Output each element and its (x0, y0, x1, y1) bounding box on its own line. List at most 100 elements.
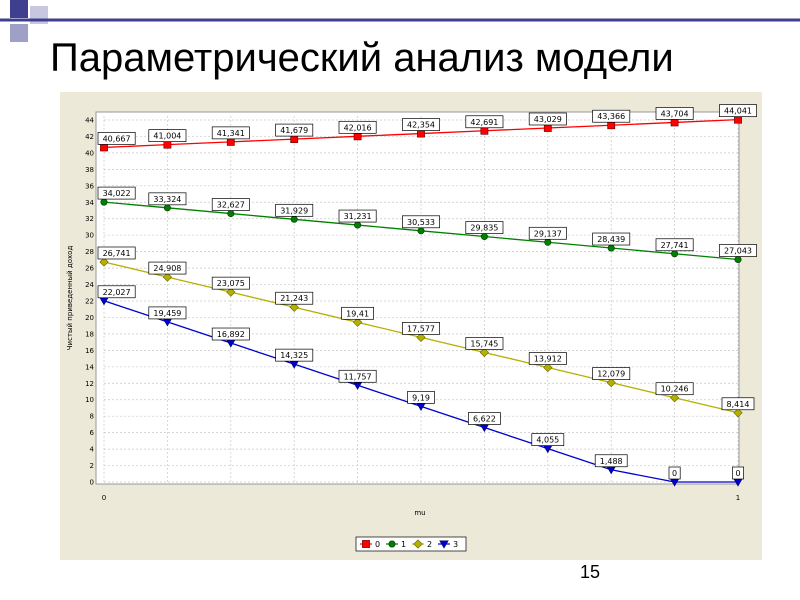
data-point (163, 140, 172, 149)
deco-square (10, 0, 28, 18)
data-point (606, 377, 616, 388)
data-point (353, 132, 362, 141)
data-label-box (211, 327, 250, 341)
data-label-box (338, 120, 377, 134)
legend-marker (362, 540, 370, 548)
legend-label: 2 (427, 540, 432, 549)
data-label-box (402, 118, 440, 131)
data-point (734, 256, 742, 264)
legend-marker (439, 540, 449, 549)
y-tick-label: 24 (85, 281, 94, 289)
data-label: 12,079 (597, 370, 625, 379)
slide-title: Параметрический анализ модели (50, 36, 674, 80)
data-label-box (341, 306, 374, 320)
data-point (226, 137, 235, 146)
data-label: 21,243 (280, 294, 308, 303)
data-label-box (592, 367, 631, 380)
data-label-box (275, 123, 314, 137)
y-axis-label: Чистый приведенный доход (66, 246, 74, 351)
data-label-box (655, 238, 694, 252)
data-point (480, 233, 488, 241)
data-label: 43,029 (534, 115, 562, 124)
y-tick-label: 28 (85, 248, 94, 256)
data-label: 41,679 (280, 126, 308, 135)
data-point (352, 317, 363, 327)
data-label-box (719, 244, 757, 257)
x-tick-label: 1 (736, 494, 740, 502)
data-point (417, 129, 425, 138)
chart-panel: 0 2 4 6 8 10 12 14 16 18 20 22 24 26 28 30 32 34 36 38 40 42 4… (60, 92, 762, 560)
data-label: 44,041 (724, 107, 752, 116)
y-tick-label: 40 (85, 149, 94, 157)
data-point (607, 244, 615, 252)
legend-label: 3 (453, 540, 458, 549)
data-point (671, 250, 679, 258)
data-point (100, 143, 108, 152)
data-label-box (465, 221, 504, 234)
data-label: 43,366 (597, 112, 625, 121)
data-label-box (275, 291, 314, 305)
data-label: 43,704 (661, 109, 689, 118)
data-point (543, 362, 553, 373)
legend-box (355, 536, 467, 552)
data-point (290, 135, 299, 143)
data-label: 16,892 (217, 330, 245, 339)
data-label-box (592, 232, 631, 246)
data-point (479, 347, 490, 358)
legend: 0 1 2 3 (355, 536, 467, 552)
data-label-box (338, 369, 377, 383)
series-markers (99, 115, 743, 487)
data-label: 29,137 (534, 229, 562, 238)
data-label: 42,354 (407, 121, 435, 130)
deco-square (10, 24, 28, 42)
y-tick-label: 38 (85, 166, 94, 174)
data-label: 11,757 (344, 372, 372, 381)
data-label-box (528, 352, 567, 365)
data-label-box (465, 337, 504, 350)
data-point (734, 115, 742, 124)
y-tick-label: 20 (85, 314, 94, 322)
data-label: 34,022 (103, 189, 131, 198)
axes: 0246810121416182022242628303234363840424… (85, 117, 740, 503)
data-point (289, 302, 299, 312)
y-tick-label: 26 (85, 265, 94, 273)
data-point (480, 126, 489, 135)
data-point (100, 198, 108, 206)
slide-number: 15 (579, 562, 601, 582)
data-label: 42,016 (344, 123, 372, 132)
data-point (354, 221, 362, 229)
data-point (733, 408, 743, 418)
data-label: 10,246 (661, 385, 689, 394)
data-label: 31,929 (280, 206, 308, 215)
y-tick-label: 0 (90, 479, 94, 487)
data-label-box (97, 186, 136, 200)
data-point (417, 227, 425, 235)
y-tick-label: 2 (90, 462, 94, 470)
data-label: 17,577 (407, 324, 435, 333)
data-label: 33,324 (153, 195, 181, 204)
data-label-box (407, 391, 435, 404)
line-chart: 0246810121416182022242628303234363840424… (66, 104, 757, 552)
x-tick-label: 0 (102, 494, 106, 502)
data-point (226, 287, 236, 297)
data-point (162, 272, 173, 282)
data-label-box (732, 466, 744, 480)
data-label: 6,622 (473, 415, 496, 424)
plot-area (95, 111, 740, 485)
grid-lines (103, 116, 739, 483)
data-label-box (468, 412, 501, 425)
y-tick-label: 10 (85, 396, 94, 404)
data-label: 1,488 (600, 457, 623, 466)
data-label-box (148, 306, 187, 320)
y-tick-label: 18 (85, 330, 94, 338)
data-point (99, 257, 109, 267)
data-point (290, 215, 298, 223)
data-label-box (275, 203, 314, 217)
data-label-box (528, 112, 567, 126)
data-label-box (402, 322, 440, 335)
data-label: 22,027 (103, 288, 131, 297)
data-label-box (655, 382, 694, 396)
y-tick-label: 4 (90, 446, 95, 454)
data-label-box (148, 129, 187, 142)
